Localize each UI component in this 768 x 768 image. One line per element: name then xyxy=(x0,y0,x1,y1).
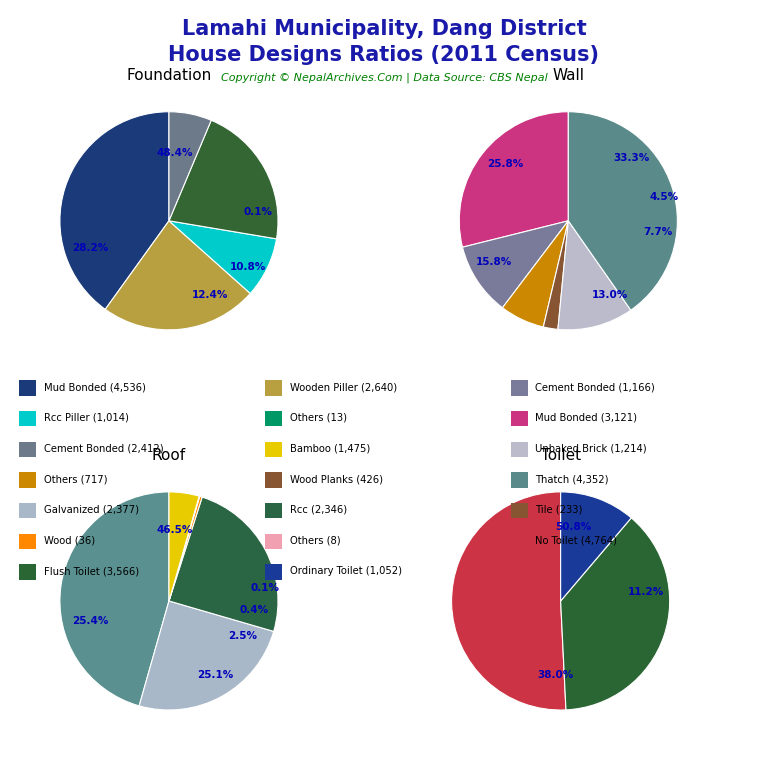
Wedge shape xyxy=(568,111,677,310)
Text: Wood (36): Wood (36) xyxy=(44,535,95,546)
Text: 25.4%: 25.4% xyxy=(72,616,108,626)
Text: 25.8%: 25.8% xyxy=(487,159,523,169)
Wedge shape xyxy=(169,496,202,601)
Title: Roof: Roof xyxy=(152,449,186,463)
Text: 46.5%: 46.5% xyxy=(156,525,193,535)
Wedge shape xyxy=(105,221,250,329)
Text: 4.5%: 4.5% xyxy=(650,192,679,202)
Text: Ordinary Toilet (1,052): Ordinary Toilet (1,052) xyxy=(290,566,402,577)
Text: 25.1%: 25.1% xyxy=(197,670,233,680)
Wedge shape xyxy=(502,221,568,327)
Text: 10.8%: 10.8% xyxy=(230,262,266,272)
Text: 28.2%: 28.2% xyxy=(72,243,108,253)
Text: 13.0%: 13.0% xyxy=(591,290,628,300)
Text: Lamahi Municipality, Dang District
House Designs Ratios (2011 Census): Lamahi Municipality, Dang District House… xyxy=(168,19,600,65)
Text: Wooden Piller (2,640): Wooden Piller (2,640) xyxy=(290,382,396,392)
Text: Cement Bonded (1,166): Cement Bonded (1,166) xyxy=(535,382,655,392)
Wedge shape xyxy=(60,111,169,310)
Text: Flush Toilet (3,566): Flush Toilet (3,566) xyxy=(44,566,139,577)
Text: Wood Planks (426): Wood Planks (426) xyxy=(290,474,382,485)
Title: Foundation: Foundation xyxy=(126,68,212,83)
Wedge shape xyxy=(462,221,568,308)
Text: Copyright © NepalArchives.Com | Data Source: CBS Nepal: Copyright © NepalArchives.Com | Data Sou… xyxy=(220,72,548,83)
Text: 50.8%: 50.8% xyxy=(555,521,592,531)
Title: Wall: Wall xyxy=(552,68,584,83)
Text: No Toilet (4,764): No Toilet (4,764) xyxy=(535,535,617,546)
Wedge shape xyxy=(561,518,670,710)
Wedge shape xyxy=(60,492,169,706)
Wedge shape xyxy=(543,221,568,329)
Text: Bamboo (1,475): Bamboo (1,475) xyxy=(290,443,369,454)
Wedge shape xyxy=(169,221,276,293)
Text: 0.1%: 0.1% xyxy=(244,207,273,217)
Text: Mud Bonded (3,121): Mud Bonded (3,121) xyxy=(535,412,637,423)
Wedge shape xyxy=(169,121,278,239)
Wedge shape xyxy=(561,492,631,601)
Text: Tile (233): Tile (233) xyxy=(535,505,583,515)
Text: Mud Bonded (4,536): Mud Bonded (4,536) xyxy=(44,382,146,392)
Title: Toilet: Toilet xyxy=(541,449,581,463)
Text: Rcc Piller (1,014): Rcc Piller (1,014) xyxy=(44,412,129,423)
Text: 12.4%: 12.4% xyxy=(192,290,229,300)
Wedge shape xyxy=(139,601,273,710)
Wedge shape xyxy=(452,492,566,710)
Text: 38.0%: 38.0% xyxy=(537,670,574,680)
Text: 0.1%: 0.1% xyxy=(250,583,280,593)
Text: 7.7%: 7.7% xyxy=(643,227,672,237)
Text: 2.5%: 2.5% xyxy=(229,631,257,641)
Text: Others (717): Others (717) xyxy=(44,474,108,485)
Text: Cement Bonded (2,412): Cement Bonded (2,412) xyxy=(44,443,164,454)
Text: Thatch (4,352): Thatch (4,352) xyxy=(535,474,609,485)
Text: 15.8%: 15.8% xyxy=(476,257,512,267)
Text: 33.3%: 33.3% xyxy=(614,153,650,163)
Text: 11.2%: 11.2% xyxy=(627,588,664,598)
Text: Others (13): Others (13) xyxy=(290,412,346,423)
Wedge shape xyxy=(459,111,568,247)
Text: 0.4%: 0.4% xyxy=(240,604,269,614)
Text: Unbaked Brick (1,214): Unbaked Brick (1,214) xyxy=(535,443,647,454)
Text: Others (8): Others (8) xyxy=(290,535,340,546)
Wedge shape xyxy=(169,492,199,601)
Wedge shape xyxy=(169,111,211,221)
Wedge shape xyxy=(169,496,200,601)
Text: Galvanized (2,377): Galvanized (2,377) xyxy=(44,505,139,515)
Wedge shape xyxy=(558,221,631,329)
Text: 48.4%: 48.4% xyxy=(156,148,193,158)
Text: Rcc (2,346): Rcc (2,346) xyxy=(290,505,346,515)
Wedge shape xyxy=(169,497,278,631)
